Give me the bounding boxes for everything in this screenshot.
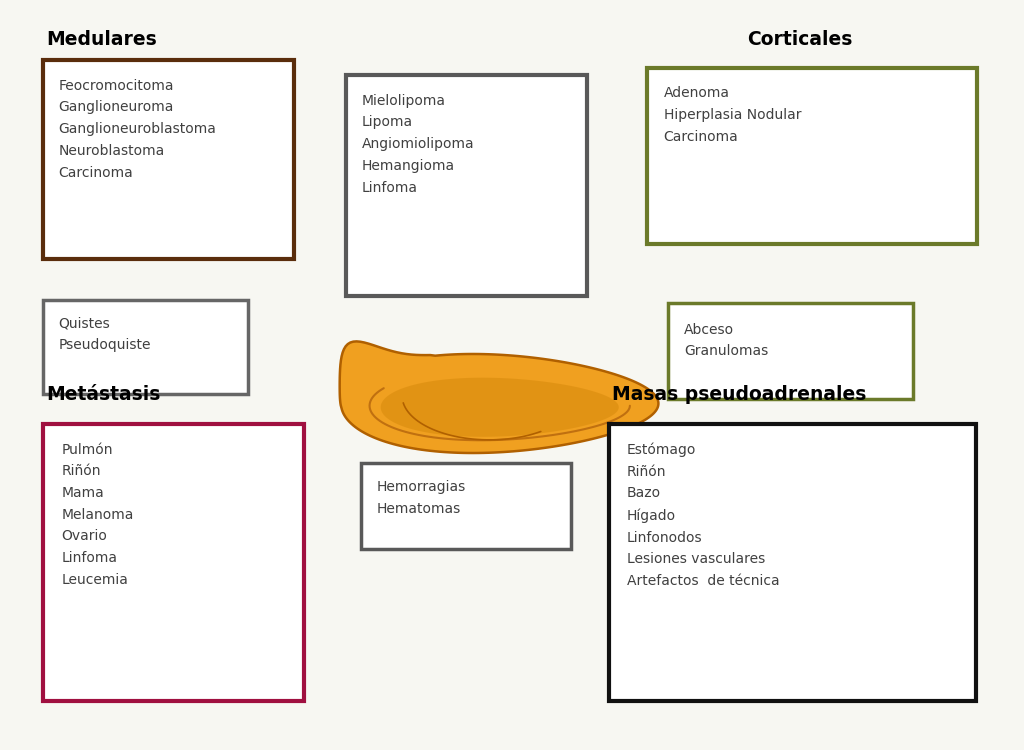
Text: Estómago
Riñón
Bazo
Hígado
Linfonodos
Lesiones vasculares
Artefactos  de técnica: Estómago Riñón Bazo Hígado Linfonodos Le… (627, 442, 779, 588)
Text: Pulmón
Riñón
Mama
Melanoma
Ovario
Linfoma
Leucemia: Pulmón Riñón Mama Melanoma Ovario Linfom… (61, 442, 134, 586)
Polygon shape (340, 341, 658, 453)
FancyBboxPatch shape (647, 68, 977, 244)
Text: Feocromocitoma
Ganglioneuroma
Ganglioneuroblastoma
Neuroblastoma
Carcinoma: Feocromocitoma Ganglioneuroma Ganglioneu… (58, 79, 216, 179)
FancyBboxPatch shape (43, 424, 304, 701)
Text: Metástasis: Metástasis (46, 385, 161, 404)
Polygon shape (381, 378, 618, 436)
FancyBboxPatch shape (346, 75, 587, 296)
FancyBboxPatch shape (609, 424, 976, 701)
Text: Abceso
Granulomas: Abceso Granulomas (684, 322, 768, 358)
Text: Mielolipoma
Lipoma
Angiomiolipoma
Hemangioma
Linfoma: Mielolipoma Lipoma Angiomiolipoma Hemang… (361, 94, 474, 194)
Text: Adenoma
Hiperplasia Nodular
Carcinoma: Adenoma Hiperplasia Nodular Carcinoma (664, 86, 801, 144)
FancyBboxPatch shape (43, 60, 294, 259)
FancyBboxPatch shape (43, 300, 248, 394)
Text: Masas pseudoadrenales: Masas pseudoadrenales (612, 385, 866, 404)
Text: Medulares: Medulares (46, 30, 157, 49)
Text: Quistes
Pseudoquiste: Quistes Pseudoquiste (58, 316, 151, 352)
FancyBboxPatch shape (668, 303, 913, 399)
FancyBboxPatch shape (361, 463, 571, 549)
Text: Hemorragias
Hematomas: Hemorragias Hematomas (377, 480, 466, 516)
Text: Corticales: Corticales (748, 30, 853, 49)
